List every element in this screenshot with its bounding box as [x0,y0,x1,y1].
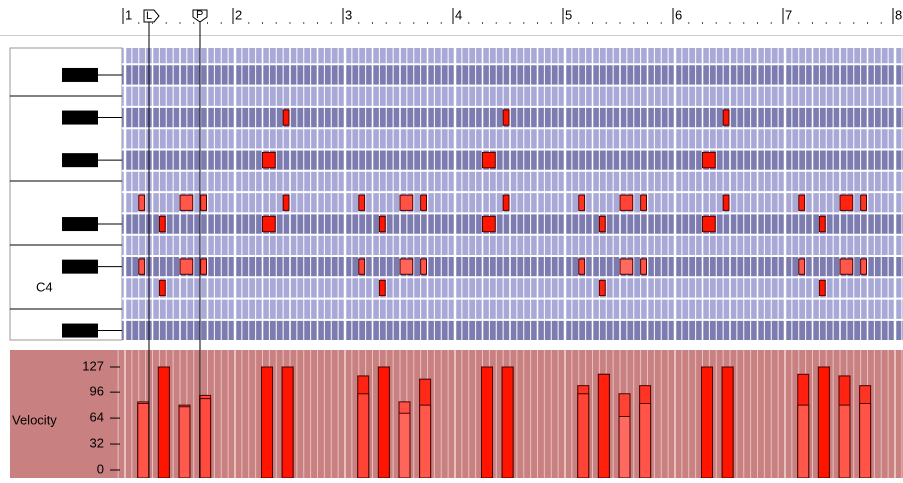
note [399,258,414,275]
key-label: C4 [36,279,53,294]
velocity-bar [721,366,734,478]
black-key [62,323,98,338]
note [482,152,496,169]
velocity-bar [357,393,370,478]
note [640,194,647,211]
note [502,194,510,211]
note [860,258,867,275]
velocity-grid [117,350,903,478]
velocity-tick-label: 127 [82,358,104,373]
velocity-bar [639,402,652,478]
velocity-bar [419,404,432,478]
note [378,279,386,297]
note [282,109,290,126]
note [722,109,730,126]
note [839,194,854,211]
note [179,258,194,275]
note [138,194,146,211]
velocity-bar [398,412,411,478]
velocity-bar [137,402,150,478]
note [578,258,586,275]
velocity-tick-label: 0 [97,461,104,476]
velocity-bar [597,373,610,478]
velocity-bar [178,406,191,478]
note [420,258,427,275]
note [200,258,207,275]
locator-label: L [146,10,152,22]
keyboard [9,47,123,341]
velocity-bar [501,366,514,478]
note [598,279,606,297]
note [358,194,366,211]
ruler-label: 1 [125,7,132,22]
note [262,152,276,169]
note [798,194,806,211]
note [138,258,146,275]
velocity-tick-label: 32 [90,435,104,450]
ruler-label: 8 [895,7,902,22]
velocity-bar [797,404,810,478]
velocity-bar [618,415,631,478]
note [839,258,854,275]
locator-flag [143,9,160,23]
note [818,215,826,233]
note [702,152,716,169]
locator-label: P [196,9,203,21]
ruler-bg [0,0,903,36]
note [179,194,194,211]
black-key [62,153,98,168]
velocity-bar [199,398,212,478]
ruler-label: 7 [785,7,792,22]
velocity-bar [859,402,872,478]
locator-flag [192,9,208,23]
ruler-label: 3 [345,7,352,22]
black-key [62,110,98,125]
velocity-bar [377,366,390,478]
locators: L P [143,9,208,23]
note [399,194,414,211]
velocity-bar [281,366,294,478]
note [619,258,634,275]
ruler-label: 6 [675,7,682,22]
note [282,194,290,211]
ruler-label: 5 [565,7,572,22]
note [158,279,166,297]
note [262,215,276,233]
velocity-bar [481,366,493,478]
note [502,109,510,126]
ruler-label: 2 [235,7,242,22]
note [798,258,806,275]
black-key [62,217,98,232]
velocity-tick-label: 96 [90,384,104,399]
note [640,258,647,275]
velocity-bar [577,393,590,478]
note [420,194,427,211]
note [358,258,366,275]
note [722,194,730,211]
velocity-bar [157,366,170,478]
note [702,215,716,233]
note [378,215,386,233]
ruler-label: 4 [455,7,462,22]
velocity-bar [701,366,713,478]
velocity-bar [817,366,830,478]
note [619,194,634,211]
velocity-bar [838,404,851,478]
note [482,215,496,233]
velocity-tick-label: 64 [90,410,104,425]
note [200,194,207,211]
note-grid [122,48,903,340]
note [818,279,826,297]
velocity-bar [261,366,273,478]
note [860,194,867,211]
note [578,194,586,211]
velocity-label: Velocity [12,412,57,427]
note [598,215,606,233]
black-key [62,259,98,274]
black-key [62,67,98,82]
note [158,215,166,233]
